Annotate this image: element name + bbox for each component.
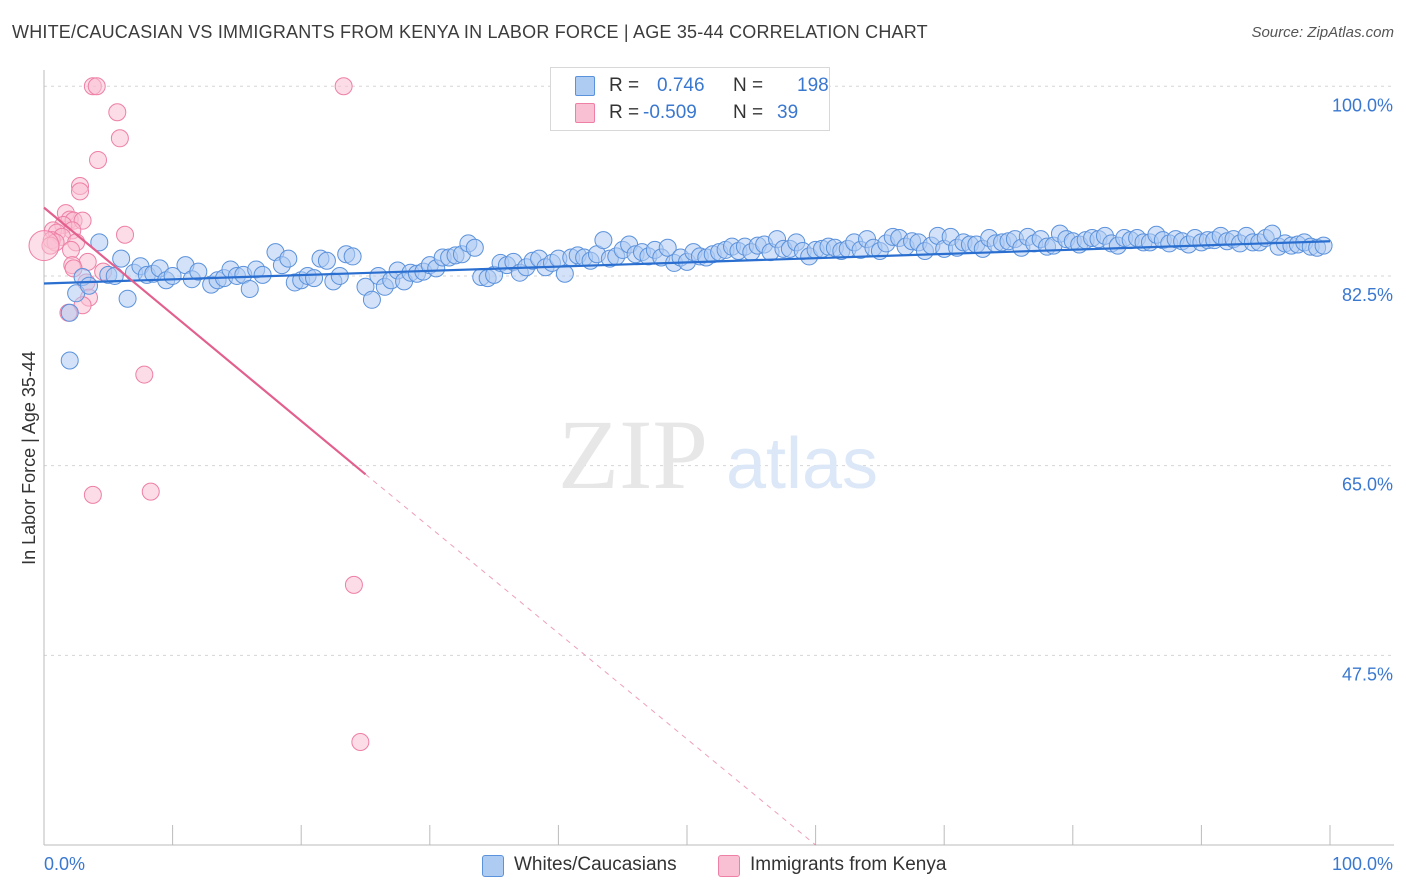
legend-swatch-white [575,76,595,96]
kenya-point [62,240,81,259]
white-point [305,269,324,288]
y-tick-label: 82.5% [1342,285,1393,305]
white-point [279,249,298,268]
kenya-trend-line [43,206,367,476]
white-point [658,238,677,257]
white-point [240,279,259,298]
white-point [80,276,99,295]
kenya-points [28,77,370,752]
series-legend: Whites/Caucasians Immigrants from Kenya [0,850,1406,880]
series-label-white: Whites/Caucasians [514,854,677,875]
tick-labels: 100.0% 82.5% 65.0% 47.5% 0.0% 100.0% [44,95,1393,874]
chart-source: Source: ZipAtlas.com [1251,24,1394,41]
legend-box: R = 0.746 N = 198 R = -0.509 N = 39 [550,67,830,131]
kenya-point [334,77,353,96]
white-point [112,249,131,268]
trend-lines [43,206,1331,846]
watermark-atlas: atlas [726,424,878,504]
kenya-point [28,230,60,262]
kenya-point [135,365,154,384]
chart-title: WHITE/CAUCASIAN VS IMMIGRANTS FROM KENYA… [12,22,928,42]
watermark-zip: ZIP [558,399,708,510]
x-tick-label: 0.0% [44,854,85,874]
kenya-point [141,482,160,501]
legend-n-value: 39 [777,102,799,123]
white-point [362,290,381,309]
y-axis-label: In Labor Force | Age 35-44 [19,351,39,565]
legend-n-label: N = [733,75,764,96]
white-point [1314,236,1333,255]
gridlines [44,85,1394,656]
kenya-point [87,77,106,96]
white-point [253,265,272,284]
white-point [330,266,349,285]
legend-n-label: N = [733,102,764,123]
x-tick-label: 100.0% [1332,854,1393,874]
kenya-point [344,575,363,594]
white-point [60,303,79,322]
legend-r-label: R = [609,102,640,123]
series-swatch-kenya [718,855,740,877]
kenya-point [108,103,127,122]
kenya-trend-extension [365,473,816,846]
kenya-point [110,129,129,148]
y-tick-label: 65.0% [1342,475,1393,495]
legend-swatch-kenya [575,103,595,123]
legend-r-label: R = [609,75,640,96]
y-tick-label: 100.0% [1332,95,1393,115]
series-swatch-white [482,855,504,877]
white-point [189,262,208,281]
kenya-point [71,182,90,201]
y-tick-label: 47.5% [1342,664,1393,684]
white-point [465,238,484,257]
legend-r-value: 0.746 [657,75,705,96]
white-point [343,247,362,266]
white-point [60,351,79,370]
white-point [594,231,613,250]
axes [43,70,1394,846]
watermark: ZIP atlas [558,399,878,510]
legend-r-value: -0.509 [643,102,697,123]
white-point [90,233,109,252]
white-trend-line [43,240,1331,285]
series-label-kenya: Immigrants from Kenya [750,854,947,875]
white-point [555,264,574,283]
kenya-point [116,225,135,244]
white-point [118,289,137,308]
legend-n-value: 198 [797,75,829,96]
kenya-point [351,733,370,752]
kenya-point [83,485,102,504]
kenya-point [89,150,108,169]
white-point [317,251,336,270]
